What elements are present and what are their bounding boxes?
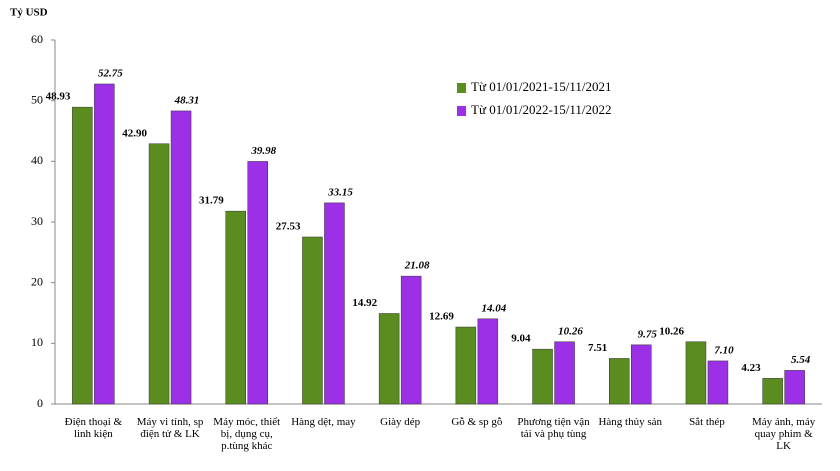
bar (324, 202, 345, 405)
bar (148, 143, 170, 405)
bar (94, 83, 115, 405)
x-tick-label: Gỗ & sp gỗ (451, 416, 503, 428)
value-label: 52.75 (98, 68, 123, 80)
value-label: 7.51 (588, 342, 607, 354)
bar (72, 106, 93, 405)
bar (378, 313, 400, 405)
legend-label: Từ 01/01/2021-15/11/2021 (471, 79, 612, 94)
bar (784, 370, 805, 405)
value-label: 42.90 (122, 127, 147, 139)
x-tick-label: Hàng thủy sản (598, 416, 663, 428)
value-label: 5.54 (791, 354, 811, 366)
bar (631, 344, 652, 405)
value-label: 21.08 (404, 260, 430, 272)
bar (225, 210, 246, 405)
legend-swatch (457, 106, 466, 116)
y-axis-label: Tỷ USD (10, 7, 48, 19)
value-label: 10.26 (558, 325, 583, 337)
y-tick-label: 0 (37, 396, 43, 410)
bar (609, 358, 630, 405)
x-tick-label: Máy ảnh, máy quay phim & LK (752, 416, 816, 452)
bar (685, 341, 707, 405)
value-label: 14.04 (481, 302, 506, 314)
legend-swatch (457, 83, 466, 93)
value-label: 31.79 (199, 195, 224, 207)
bar (400, 275, 422, 405)
x-tick-label: Máy móc, thiết bị, dụng cụ, p.tùng khác (213, 416, 281, 452)
x-tick-label: Sắt thép (689, 416, 725, 428)
value-label: 4.23 (741, 362, 761, 374)
bar (302, 236, 323, 405)
value-label: 10.26 (659, 325, 684, 337)
value-label: 7.10 (714, 344, 734, 356)
y-tick-label: 20 (31, 274, 43, 288)
x-tick-label: Phương tiện vận tải và phụ tùng (517, 416, 590, 440)
bar (170, 110, 192, 405)
bar (247, 161, 268, 405)
x-tick-label: Giày dép (380, 416, 421, 428)
x-tick-label: Hàng dệt, may (291, 416, 356, 428)
y-tick-label: 10 (31, 335, 43, 349)
bar (477, 318, 499, 405)
bar (762, 378, 783, 405)
value-label: 39.98 (250, 145, 276, 157)
bar (455, 326, 477, 405)
value-label: 9.75 (638, 328, 658, 340)
value-label: 14.92 (352, 297, 377, 309)
y-tick-label: 60 (31, 32, 43, 46)
value-label: 48.93 (46, 91, 71, 103)
bar (554, 341, 575, 405)
bar (532, 348, 553, 405)
y-tick-label: 40 (31, 153, 43, 167)
y-tick-label: 50 (31, 92, 43, 106)
value-label: 27.53 (276, 221, 301, 233)
value-label: 33.15 (327, 186, 353, 198)
value-label: 48.31 (174, 94, 200, 106)
value-label: 12.69 (429, 311, 454, 323)
y-tick-label: 30 (31, 214, 43, 228)
x-tick-label: Máy vi tính, sp điện tử & LK (136, 416, 204, 440)
bar (707, 360, 729, 405)
x-tick-label: Điện thoại & linh kiện (64, 416, 123, 440)
legend-label: Từ 01/01/2022-15/11/2022 (471, 102, 612, 117)
value-label: 9.04 (511, 333, 531, 345)
